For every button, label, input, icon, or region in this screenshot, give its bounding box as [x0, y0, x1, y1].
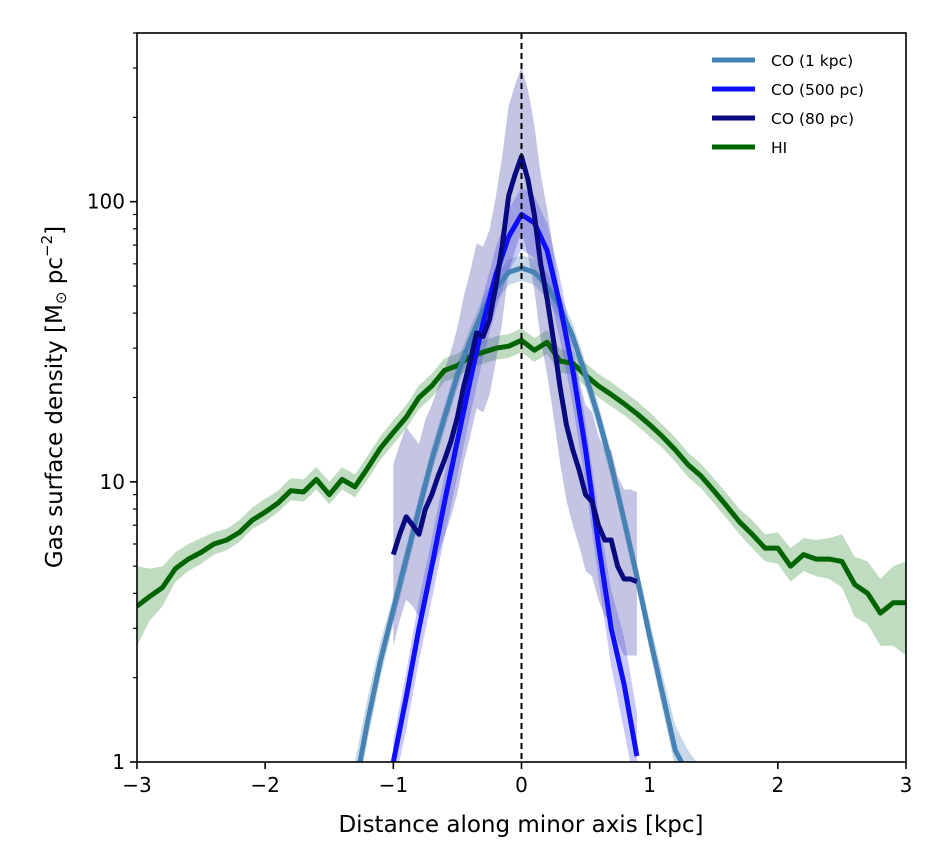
- legend-entry-hi: HI: [712, 139, 787, 157]
- y-label-unit: pc: [42, 257, 68, 292]
- series-lines: [137, 154, 906, 762]
- x-tick-label: 2: [771, 773, 784, 797]
- line-hi: [137, 337, 906, 616]
- x-tick-label: 3: [900, 773, 913, 797]
- x-tick-label: −1: [379, 773, 408, 797]
- y-axis-ticks: 1 10 100: [87, 32, 137, 774]
- legend-entry-co-80pc: CO (80 pc): [712, 110, 854, 128]
- band-co-80-pc: [393, 66, 637, 656]
- legend-label-co-80pc: CO (80 pc): [771, 110, 854, 128]
- legend-label-hi: HI: [771, 139, 787, 157]
- y-tick-label: 10: [100, 470, 125, 494]
- legend: CO (1 kpc) CO (500 pc) CO (80 pc) HI: [712, 52, 864, 157]
- x-tick-label: 1: [643, 773, 656, 797]
- x-tick-label: −3: [122, 773, 151, 797]
- line-co-500-pc: [390, 212, 640, 762]
- y-axis-label: Gas surface density [M⊙ pc−2]: [38, 226, 70, 568]
- legend-label-co-500pc: CO (500 pc): [771, 81, 864, 99]
- y-label-text: Gas surface density [M: [42, 304, 68, 568]
- x-axis-label: Distance along minor axis [kpc]: [338, 812, 703, 838]
- y-label-exponent: −2: [38, 235, 56, 257]
- legend-label-co-1kpc: CO (1 kpc): [771, 52, 853, 70]
- x-axis-ticks: −3 −2 −1 0 1 2 3: [122, 762, 912, 797]
- line-co-80-pc: [390, 154, 638, 585]
- legend-entry-co-500pc: CO (500 pc): [712, 81, 864, 99]
- legend-entry-co-1kpc: CO (1 kpc): [712, 52, 853, 70]
- x-tick-label: −2: [250, 773, 279, 797]
- y-tick-label: 100: [87, 190, 125, 214]
- y-label-close: ]: [42, 226, 68, 235]
- y-label-sun-symbol: ⊙: [52, 292, 70, 305]
- y-tick-label: 1: [112, 750, 125, 774]
- x-tick-label: 0: [515, 773, 528, 797]
- line-co-1-kpc: [357, 265, 685, 762]
